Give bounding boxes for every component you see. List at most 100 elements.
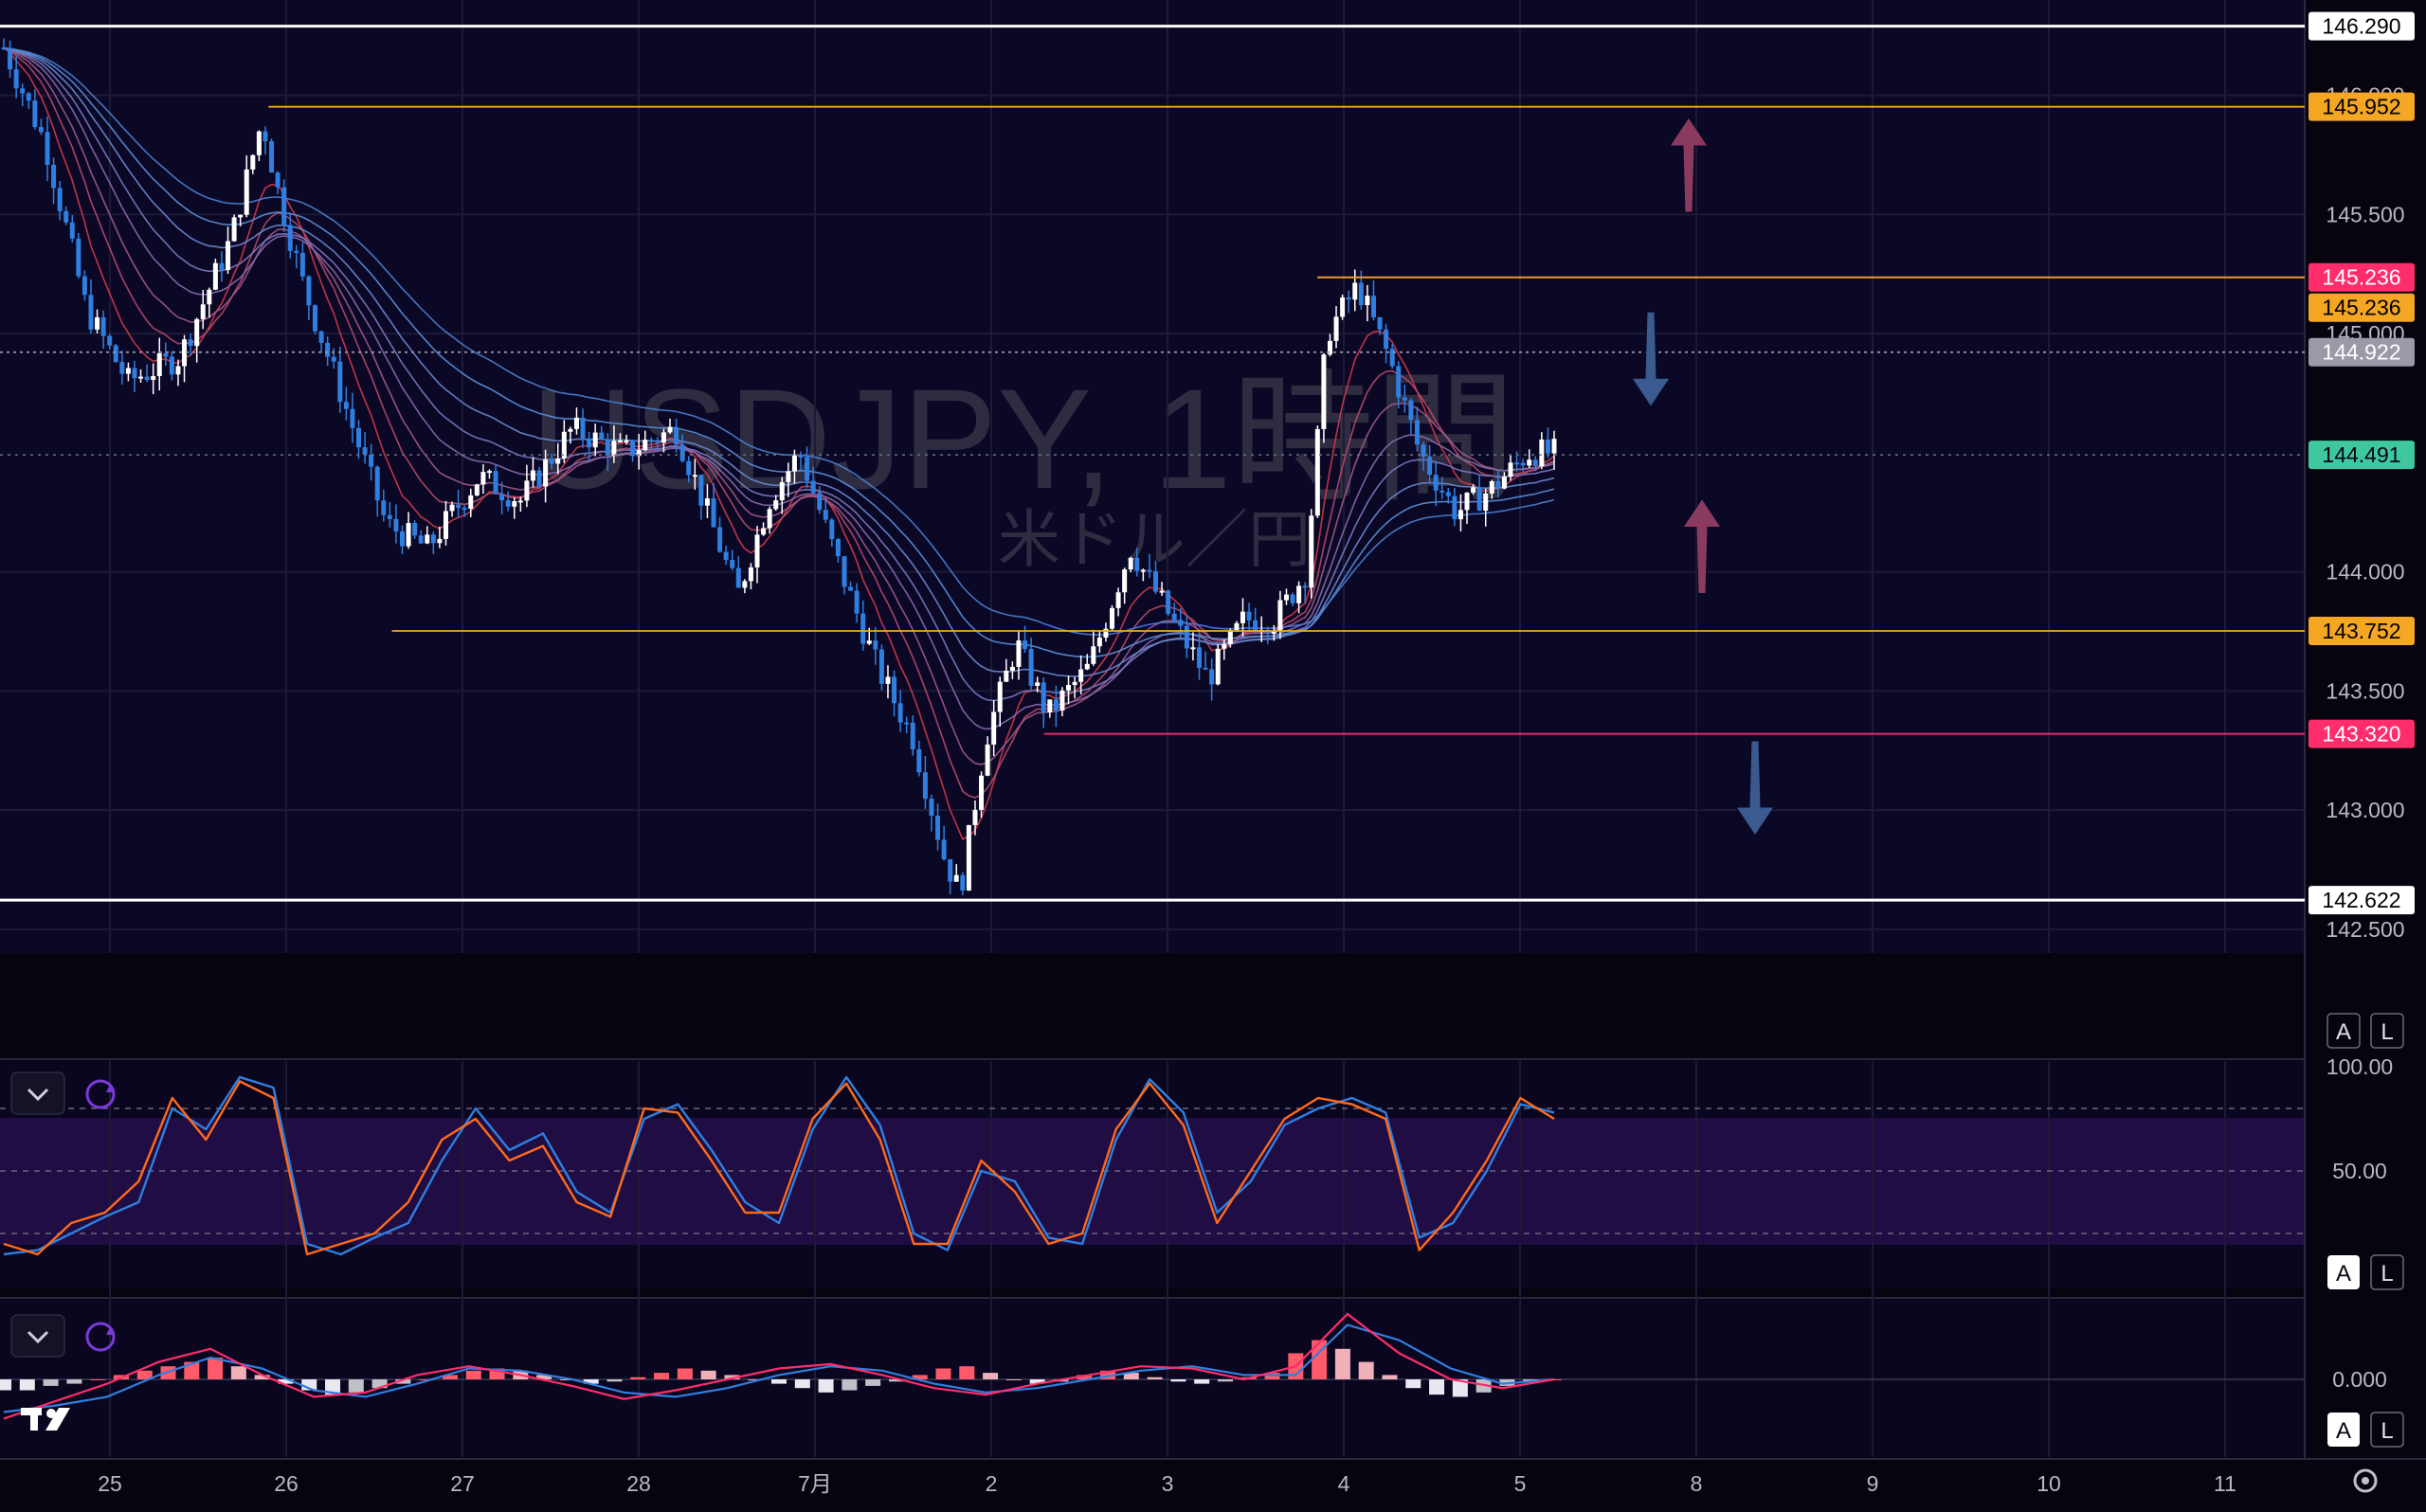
macd-bar — [66, 1379, 82, 1384]
candle-body — [698, 475, 704, 506]
candle-body — [387, 514, 392, 519]
candle-body — [648, 440, 654, 442]
collapse-button[interactable] — [10, 1071, 65, 1115]
candle-body — [437, 538, 443, 544]
candle-body — [1296, 585, 1302, 603]
arrow-up-annotation[interactable] — [1682, 497, 1722, 594]
price-level-badge — [2308, 886, 2415, 915]
oscillator-axis-tick-label: 100.00 — [2326, 1054, 2393, 1079]
candle-body — [1190, 647, 1196, 650]
candle-body — [1396, 366, 1402, 398]
candle-body — [100, 316, 106, 336]
candle-body — [144, 376, 150, 381]
candle-body — [761, 528, 767, 535]
candle-body — [922, 772, 928, 800]
candle-body — [798, 455, 804, 458]
candle-body — [667, 426, 673, 433]
candle-body — [275, 172, 281, 188]
candle-body — [929, 799, 934, 816]
gear-icon[interactable] — [2353, 1468, 2378, 1493]
sync-icon[interactable] — [85, 1322, 116, 1352]
collapse-button[interactable] — [10, 1314, 65, 1358]
candle-body — [1277, 600, 1283, 631]
tradingview-logo[interactable] — [21, 1408, 70, 1431]
candle-body — [231, 217, 237, 242]
candle-body — [643, 440, 648, 451]
candle-body — [1340, 297, 1346, 317]
candle-body — [1545, 439, 1550, 454]
auto-scale-button[interactable] — [2327, 1255, 2360, 1289]
candle-body — [188, 339, 193, 347]
arrow-down-annotation[interactable] — [1631, 311, 1671, 408]
time-axis-tick-label: 5 — [1514, 1471, 1527, 1496]
candle-body — [226, 241, 231, 270]
candle-body — [786, 471, 791, 482]
log-scale-button[interactable] — [2370, 1254, 2404, 1290]
macd-bar — [1029, 1379, 1045, 1384]
macd-bar — [465, 1370, 481, 1379]
gridlines — [0, 0, 2305, 1457]
candle-body — [1209, 669, 1215, 685]
price-axis-tick-label: 145.500 — [2326, 202, 2404, 226]
ema-line — [3, 46, 1555, 799]
candle-body — [1527, 459, 1532, 466]
candle-body — [1053, 699, 1059, 711]
candle-body — [26, 93, 31, 101]
price-level-badge — [2308, 337, 2415, 367]
candle-body — [1246, 611, 1252, 621]
candle-body — [1215, 648, 1221, 685]
candle-body — [686, 460, 692, 476]
candle-body — [1352, 282, 1358, 300]
candle-body — [182, 339, 188, 367]
candle-body — [524, 480, 530, 501]
candle-body — [1023, 640, 1028, 649]
candle-body — [1078, 669, 1084, 682]
macd-bar — [442, 1375, 458, 1379]
candle-body — [941, 839, 947, 860]
candle-body — [773, 500, 779, 510]
candle-body — [1196, 647, 1202, 668]
log-scale-button[interactable] — [2370, 1013, 2404, 1049]
candle-body — [505, 500, 511, 507]
price-level-label: 142.622 — [2322, 888, 2400, 912]
auto-scale-button[interactable] — [2327, 1413, 2360, 1447]
macd-bar — [1100, 1370, 1116, 1379]
candle-body — [318, 331, 324, 343]
candle-body — [45, 132, 50, 166]
candle-body — [1408, 400, 1414, 421]
candle-body — [1321, 354, 1327, 429]
sync-icon[interactable] — [85, 1079, 116, 1109]
candle-body — [735, 567, 741, 588]
macd-bar — [1005, 1379, 1022, 1380]
time-axis[interactable]: 25 26 27 28 7月 2 3 4 5 8 9 10 11 — [98, 1471, 2236, 1496]
candle-body — [1402, 397, 1407, 401]
candle-body — [1501, 477, 1507, 489]
macd-bar — [301, 1379, 317, 1391]
candle-body — [1128, 557, 1133, 570]
candle-body — [1134, 557, 1140, 571]
candle-body — [474, 484, 480, 495]
time-axis-tick-label: 26 — [274, 1471, 299, 1496]
time-axis-tick-label: 9 — [1867, 1471, 1879, 1496]
macd-bar — [1170, 1379, 1186, 1382]
macd-bar — [136, 1370, 153, 1379]
candle-body — [592, 432, 598, 448]
auto-scale-button[interactable] — [2326, 1013, 2361, 1049]
candle-body — [1495, 481, 1501, 489]
candle-body — [1365, 296, 1370, 306]
arrow-up-annotation[interactable] — [1669, 117, 1709, 213]
candle-body — [256, 131, 262, 155]
log-scale-button[interactable] — [2370, 1412, 2404, 1448]
candle-body — [1166, 590, 1171, 614]
candle-body — [1358, 282, 1364, 306]
price-level-lines[interactable] — [0, 25, 2305, 902]
last-price-label: 144.491 — [2322, 442, 2400, 467]
candle-body — [1091, 646, 1096, 664]
candle-body — [107, 335, 113, 346]
annotation-arrows[interactable] — [1631, 117, 1775, 837]
macd-bar — [700, 1370, 716, 1379]
candle-body — [350, 408, 355, 428]
macd-bar — [208, 1358, 224, 1379]
arrow-down-annotation[interactable] — [1735, 740, 1775, 837]
